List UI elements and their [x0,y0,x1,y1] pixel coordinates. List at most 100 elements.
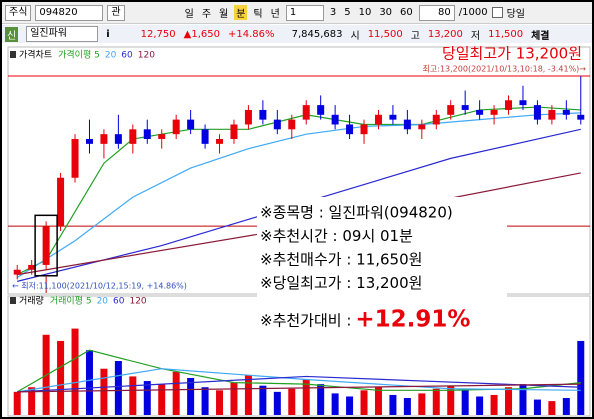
candle-body [360,124,368,135]
low-note: ← 최저:11,100(2021/10/12,15:19, +14.86%) [12,281,187,291]
view-button[interactable]: 관 [107,4,125,21]
candle-body [273,119,281,130]
badge: 신 [5,26,19,42]
rate: +14.86% [227,28,275,40]
count-input[interactable]: 80 [418,4,455,21]
market-select[interactable]: 주식 [5,4,32,21]
candle-body [187,119,195,130]
highlight-box [34,214,58,277]
volume-bar [172,371,180,415]
period-button[interactable]: 틱 [253,9,263,20]
candle-body [143,129,151,140]
volume-bar [403,398,411,415]
volume-bar [519,384,527,415]
quote-bar: 신 일진파워 i 12,750 ▲1,650 +14.86% 7,845,683… [2,25,592,43]
volume-bar [13,391,21,415]
volume-bar [129,376,137,415]
candle-body [418,124,426,130]
info-line: ※추천시간 : 09시 01분 [260,227,413,245]
volume-bar [259,385,267,415]
candle-body [85,139,93,144]
minute-button[interactable]: 10 [358,7,372,18]
candle-body [331,114,339,125]
candle-body [302,105,310,120]
info-line: ※당일최고가 : 13,200원 [260,274,422,292]
info-change: +12.91% [355,307,470,333]
volume-bar [418,393,426,415]
candle-body [42,226,50,265]
volume-bar [244,374,252,415]
candle-body [201,129,209,144]
trade-tab[interactable]: 체결 [531,30,550,42]
period-button[interactable]: 일 [184,9,194,20]
volume-bar [490,394,498,415]
candle-body [230,124,238,140]
legend-entry: 120 [129,297,146,307]
minute-button[interactable]: 30 [379,7,393,18]
candle-body [403,119,411,130]
volume-bar [302,379,310,415]
candle-body [28,264,36,270]
candle-body [562,109,570,115]
volume-bar [143,381,151,415]
volume-bar [432,388,440,415]
checkbox[interactable] [491,7,503,18]
candle-body [288,119,296,130]
change: ▲1,650 [183,28,220,40]
period-button[interactable]: 월 [219,9,229,20]
candle-body [244,109,252,125]
volume-bar [57,340,65,415]
period-button[interactable]: 주 [201,9,212,20]
legend-entry: 20 [97,297,109,307]
candle-body [374,114,382,125]
interval-select[interactable]: 1 [285,4,324,21]
high-label: 당일최고가 13,200원 [442,45,582,63]
moving-average-line [17,383,581,393]
legend-title: 가격차트 [19,49,52,61]
volume-bar [331,393,339,415]
candle-body [432,114,440,125]
candle-body [259,109,267,120]
candle-body [461,105,469,110]
volume-bar [476,396,484,415]
volume-bar [216,390,224,415]
legend-entry: 60 [113,297,125,307]
candle-body [216,139,224,144]
candle-body [172,119,180,135]
volume-bar [360,390,368,415]
info-button[interactable]: i [106,28,110,40]
moving-average-line [17,375,581,393]
candle-body [129,129,137,144]
info-line: ※추천매수가 : 11,650원 [260,251,422,269]
candle-body [13,269,21,275]
minute-button[interactable]: 5 [344,7,351,18]
price: 12,750 [140,28,176,40]
legend-box [10,51,16,58]
minute-button[interactable]: 3 [329,7,337,18]
legend-title: 거래량 [19,295,44,307]
period-button[interactable]: 분 [234,5,248,20]
volume-bar [461,390,469,415]
today-label: 당일 [506,9,526,20]
volume-bar [533,399,541,415]
candle-body [114,134,122,144]
volume-bar [114,361,122,415]
volume-bar [187,377,195,415]
chart: 가격차트 가격이평 5 20 60 120 거래량 거래이평 5 20 60 120 당일최고가 1… [7,45,591,417]
high: 13,200 [427,28,463,40]
candle-body [317,105,325,115]
volume-bar [577,340,585,415]
volume-bar [100,368,108,415]
period-button[interactable]: 년 [270,9,280,20]
candle-body [57,177,65,227]
candle-body [519,100,527,106]
candle-body [100,134,108,144]
volume-bar [548,401,556,415]
volume-bar [346,396,354,415]
minute-button[interactable]: 60 [400,7,413,18]
code-input[interactable]: 094820 [35,4,104,21]
volume-bar [201,387,209,415]
volume-bar [71,328,79,415]
